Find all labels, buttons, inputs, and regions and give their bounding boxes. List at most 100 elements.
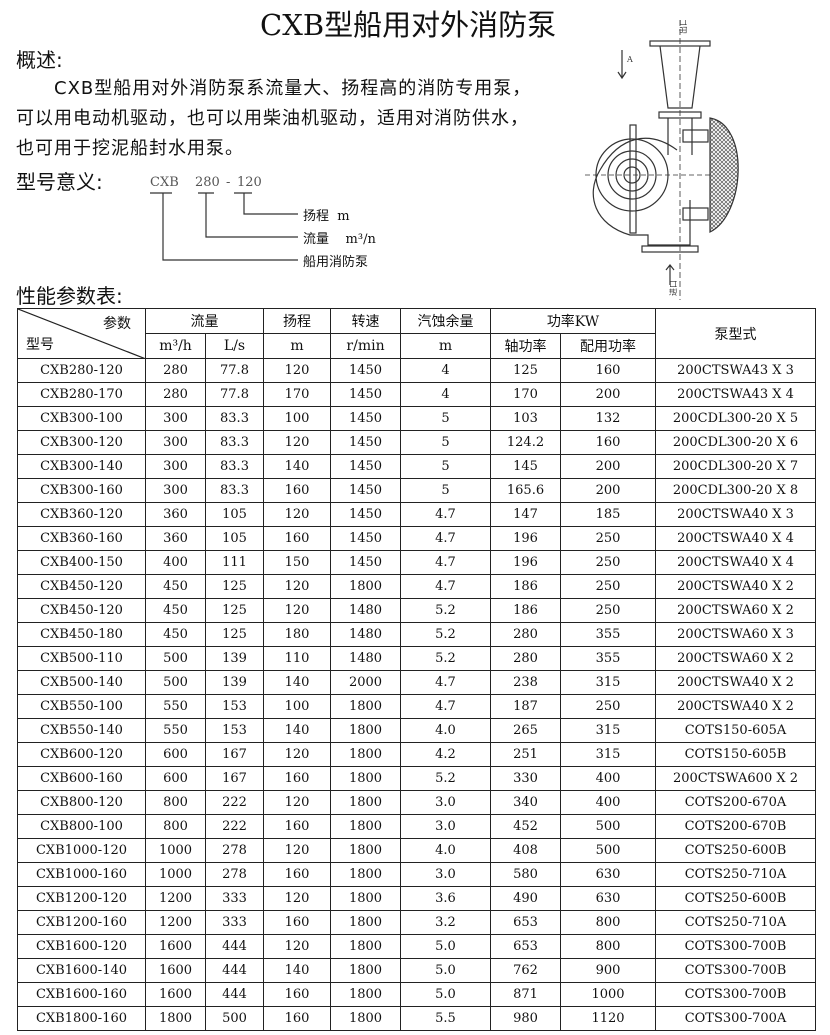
cell-model: CXB550-140 <box>17 718 146 743</box>
cell-flow-ls: 153 <box>205 694 264 719</box>
cell-speed: 1480 <box>330 622 401 647</box>
cell-flow-ls: 167 <box>205 742 264 767</box>
header-shaft-power: 轴功率 <box>490 333 561 359</box>
cell-shaft-power: 330 <box>490 766 561 791</box>
cell-npsh: 4 <box>400 382 491 407</box>
table-row: CXB1800-160 1800 500 160 1800 5.5 980 1120 COTS3… <box>17 1006 816 1031</box>
cell-flow-m3h: 600 <box>145 766 206 791</box>
cell-pump-type: COTS250-600B <box>655 838 816 863</box>
cell-shaft-power: 340 <box>490 790 561 815</box>
cell-model: CXB500-140 <box>17 670 146 695</box>
cell-head: 160 <box>263 526 331 551</box>
cell-shaft-power: 187 <box>490 694 561 719</box>
table-row: CXB450-120 450 125 120 1800 4.7 186 250 200CTSWA… <box>17 574 816 599</box>
cell-speed: 1800 <box>330 934 401 959</box>
cell-npsh: 4.7 <box>400 574 491 599</box>
cell-head: 160 <box>263 1006 331 1031</box>
cell-model: CXB600-120 <box>17 742 146 767</box>
table-row: CXB500-140 500 139 140 2000 4.7 238 315 200CTSWA… <box>17 670 816 695</box>
cell-pump-type: COTS150-605A <box>655 718 816 743</box>
cell-head: 120 <box>263 358 331 383</box>
cell-speed: 1800 <box>330 718 401 743</box>
cell-flow-m3h: 360 <box>145 502 206 527</box>
cell-npsh: 4.7 <box>400 502 491 527</box>
table-row: CXB1600-120 1600 444 120 1800 5.0 653 800 COTS30… <box>17 934 816 959</box>
model-code-leader-lines <box>150 192 298 261</box>
cell-shaft-power: 408 <box>490 838 561 863</box>
cell-model: CXB1000-120 <box>17 838 146 863</box>
cell-head: 120 <box>263 574 331 599</box>
cell-flow-ls: 500 <box>205 1006 264 1031</box>
cell-head: 140 <box>263 670 331 695</box>
cell-rated-power: 185 <box>560 502 656 527</box>
cell-rated-power: 630 <box>560 862 656 887</box>
cell-pump-type: COTS200-670B <box>655 814 816 839</box>
cell-shaft-power: 103 <box>490 406 561 431</box>
cell-head: 120 <box>263 886 331 911</box>
header-speed: 转速 <box>330 308 401 334</box>
cell-head: 120 <box>263 502 331 527</box>
cell-flow-m3h: 300 <box>145 454 206 479</box>
table-row: CXB450-120 450 125 120 1480 5.2 186 250 200CTSWA… <box>17 598 816 623</box>
code-head: 120 <box>237 175 262 190</box>
cell-flow-m3h: 600 <box>145 742 206 767</box>
cell-pump-type: 200CTSWA600 X 2 <box>655 766 816 791</box>
cell-speed: 1800 <box>330 982 401 1007</box>
cell-model: CXB280-120 <box>17 358 146 383</box>
header-rated-power: 配用功率 <box>560 333 656 359</box>
table-row: CXB600-160 600 167 160 1800 5.2 330 400 200CTSWA… <box>17 766 816 791</box>
cell-npsh: 5.2 <box>400 622 491 647</box>
cell-rated-power: 200 <box>560 478 656 503</box>
cell-head: 160 <box>263 982 331 1007</box>
table-row: CXB300-100 300 83.3 100 1450 5 103 132 200CDL300… <box>17 406 816 431</box>
cell-speed: 1450 <box>330 526 401 551</box>
cell-npsh: 4.7 <box>400 694 491 719</box>
cell-pump-type: 200CTSWA40 X 2 <box>655 694 816 719</box>
cell-speed: 1800 <box>330 958 401 983</box>
cell-shaft-power: 490 <box>490 886 561 911</box>
cell-flow-m3h: 450 <box>145 574 206 599</box>
cell-head: 100 <box>263 406 331 431</box>
page-title: CXB型船用对外消防泵 <box>260 8 557 42</box>
cell-npsh: 5.2 <box>400 646 491 671</box>
cell-shaft-power: 653 <box>490 934 561 959</box>
cell-rated-power: 315 <box>560 718 656 743</box>
cell-pump-type: 200CTSWA60 X 2 <box>655 646 816 671</box>
cell-npsh: 5 <box>400 406 491 431</box>
cell-rated-power: 250 <box>560 598 656 623</box>
cell-model: CXB400-150 <box>17 550 146 575</box>
cell-shaft-power: 238 <box>490 670 561 695</box>
cell-rated-power: 132 <box>560 406 656 431</box>
cell-flow-m3h: 1000 <box>145 838 206 863</box>
cell-model: CXB450-120 <box>17 574 146 599</box>
cell-rated-power: 500 <box>560 814 656 839</box>
cell-rated-power: 200 <box>560 454 656 479</box>
cell-model: CXB450-120 <box>17 598 146 623</box>
cell-speed: 1800 <box>330 886 401 911</box>
cell-speed: 1450 <box>330 454 401 479</box>
cell-head: 120 <box>263 790 331 815</box>
cell-rated-power: 315 <box>560 742 656 767</box>
cell-model: CXB1600-140 <box>17 958 146 983</box>
cell-npsh: 5.2 <box>400 598 491 623</box>
cell-npsh: 3.0 <box>400 814 491 839</box>
header-param: 参数 <box>103 316 131 332</box>
cell-flow-ls: 222 <box>205 790 264 815</box>
table-row: CXB300-160 300 83.3 160 1450 5 165.6 200 200CDL3… <box>17 478 816 503</box>
cell-npsh: 4.7 <box>400 526 491 551</box>
cell-flow-m3h: 500 <box>145 646 206 671</box>
cell-rated-power: 160 <box>560 358 656 383</box>
overview-heading: 概述: <box>16 48 63 72</box>
header-flow: 流量 <box>145 308 264 334</box>
legend-head: 扬程 m <box>303 209 350 224</box>
cell-model: CXB450-180 <box>17 622 146 647</box>
cell-speed: 1450 <box>330 478 401 503</box>
cell-speed: 1800 <box>330 742 401 767</box>
cell-flow-ls: 125 <box>205 598 264 623</box>
cell-rated-power: 200 <box>560 382 656 407</box>
cell-flow-ls: 83.3 <box>205 430 264 455</box>
cell-flow-m3h: 450 <box>145 622 206 647</box>
cell-shaft-power: 186 <box>490 574 561 599</box>
table-row: CXB280-170 280 77.8 170 1450 4 170 200 200CTSWA4… <box>17 382 816 407</box>
cell-flow-ls: 83.3 <box>205 454 264 479</box>
